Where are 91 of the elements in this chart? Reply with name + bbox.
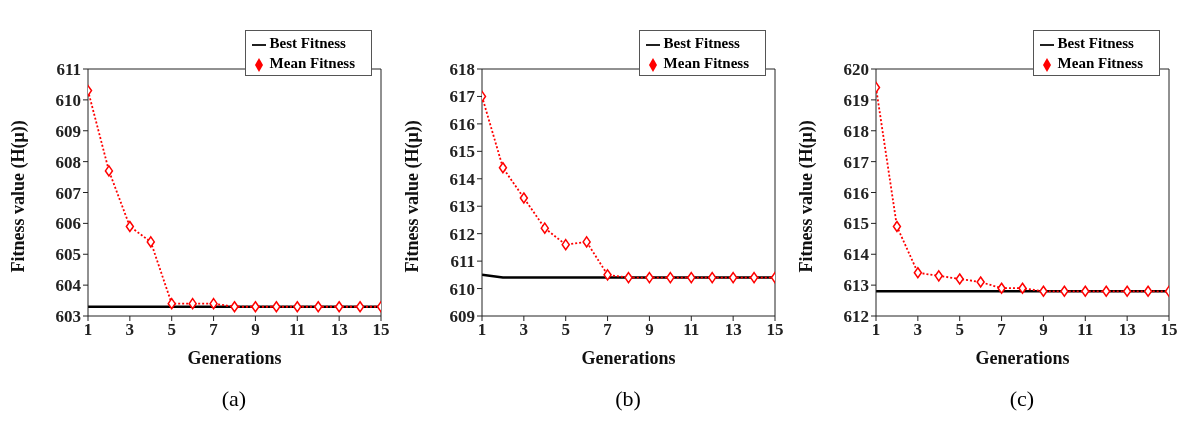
y-tick-label: 616 <box>843 183 869 203</box>
x-tick-label: 7 <box>603 320 613 340</box>
point <box>749 271 759 284</box>
y-axis-title: Fitness value (H(μ)) <box>8 120 30 273</box>
x-tick-label: 13 <box>330 320 348 340</box>
x-tick-label: 7 <box>997 320 1007 340</box>
x-tick-label: 9 <box>1039 320 1048 340</box>
legend-label: Mean Fitness <box>1057 55 1143 71</box>
x-tick-label: 3 <box>913 320 923 340</box>
point <box>146 236 156 248</box>
point <box>1018 282 1027 294</box>
y-tick-label: 608 <box>55 152 81 172</box>
y-tick-label: 606 <box>55 214 81 234</box>
point <box>519 192 529 204</box>
y-tick-label: 611 <box>450 252 475 272</box>
y-tick-label: 614 <box>843 245 870 265</box>
y-tick-label: 615 <box>843 214 869 234</box>
y-tick-label: 609 <box>449 307 475 327</box>
y-tick-label: 617 <box>449 87 476 107</box>
y-tick-label: 614 <box>449 169 476 189</box>
x-tick-label: 11 <box>289 320 306 340</box>
y-tick-label: 612 <box>843 307 869 327</box>
point <box>104 165 114 177</box>
point <box>355 300 365 313</box>
y-tick-label: 615 <box>449 142 475 162</box>
y-tick-label: 612 <box>449 224 475 244</box>
point <box>1122 285 1132 298</box>
y-tick-label: 618 <box>843 121 869 141</box>
point <box>913 267 923 279</box>
y-axis-title: Fitness value (H(μ)) <box>796 120 818 273</box>
point <box>934 270 944 282</box>
x-axis-title: Generations <box>975 348 1070 368</box>
legend-label: Mean Fitness <box>269 55 355 71</box>
y-tick-label: 613 <box>843 276 869 296</box>
point <box>728 271 738 284</box>
legend-label: Best Fitness <box>1057 35 1134 51</box>
x-tick-label: 13 <box>1118 320 1136 340</box>
x-tick-label: 9 <box>645 320 654 340</box>
y-tick-label: 605 <box>55 245 81 265</box>
x-tick-label: 5 <box>561 320 570 340</box>
x-tick-label: 15 <box>766 320 784 340</box>
point <box>892 220 902 233</box>
legend-label: Best Fitness <box>269 35 346 51</box>
x-tick-label: 3 <box>125 320 135 340</box>
point <box>334 300 344 313</box>
text: (b) <box>614 386 642 412</box>
y-tick-label: 603 <box>55 307 81 327</box>
x-tick-label: 7 <box>209 320 219 340</box>
y-tick-label: 607 <box>55 183 82 203</box>
x-tick-label: 1 <box>871 320 881 340</box>
point <box>1143 285 1153 298</box>
point <box>498 162 508 174</box>
legend-label: Mean Fitness <box>663 55 749 71</box>
text: (a) <box>220 386 248 412</box>
y-tick-label: 611 <box>56 60 81 80</box>
point <box>582 236 591 248</box>
x-tick-label: 1 <box>477 320 487 340</box>
y-tick-label: 610 <box>449 279 475 299</box>
y-tick-label: 617 <box>843 152 870 172</box>
x-tick-label: 15 <box>372 320 390 340</box>
y-tick-label: 618 <box>449 60 475 80</box>
x-tick-label: 11 <box>1077 320 1094 340</box>
y-tick-label: 616 <box>449 114 475 134</box>
point <box>540 222 550 234</box>
y-tick-label: 619 <box>843 90 869 110</box>
y-tick-label: 604 <box>55 276 82 296</box>
text: (c) <box>1008 386 1036 412</box>
y-tick-label: 613 <box>449 197 475 217</box>
point <box>976 276 985 288</box>
x-tick-label: 15 <box>1160 320 1178 340</box>
point <box>707 271 717 284</box>
y-tick-label: 620 <box>843 60 869 80</box>
x-tick-label: 13 <box>724 320 742 340</box>
point <box>313 300 323 313</box>
point <box>603 269 612 281</box>
point <box>997 282 1006 294</box>
y-tick-label: 610 <box>55 90 81 110</box>
x-tick-label: 3 <box>519 320 529 340</box>
x-tick-label: 5 <box>955 320 964 340</box>
point <box>1101 285 1111 298</box>
x-tick-label: 9 <box>251 320 260 340</box>
x-tick-label: 5 <box>167 320 176 340</box>
y-tick-label: 609 <box>55 121 81 141</box>
x-axis-title: Generations <box>581 348 676 368</box>
x-tick-label: 1 <box>83 320 93 340</box>
point <box>955 273 964 285</box>
legend-label: Best Fitness <box>663 35 740 51</box>
y-axis-title: Fitness value (H(μ)) <box>402 120 424 273</box>
x-axis-title: Generations <box>187 348 282 368</box>
point <box>125 220 135 233</box>
x-tick-label: 11 <box>683 320 700 340</box>
